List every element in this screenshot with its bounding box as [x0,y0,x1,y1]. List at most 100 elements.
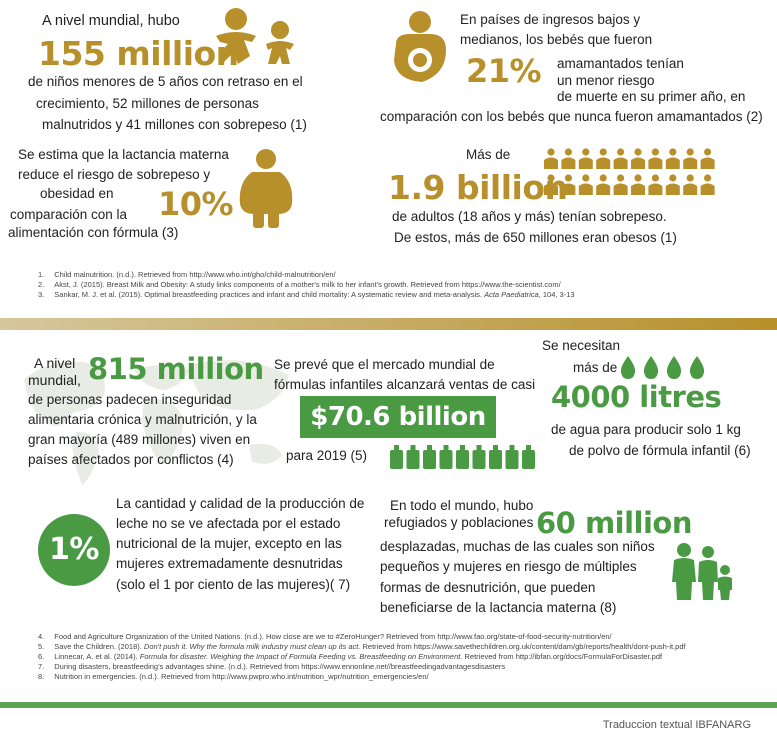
bottle-icon [456,445,469,469]
stat-text-line: un menor riesgo [557,73,655,88]
stat-text-line: En todo el mundo, hubo [390,498,534,513]
stat-text-line: países afectados por conflictos (4) [28,452,234,467]
stat-text-line: mujeres extremadamente desnutridas [116,556,343,571]
stat-text-line: refugiados y poblaciones [384,515,534,530]
references-bottom: 4. Food and Agriculture Organization of t… [38,632,768,682]
stat-text-line: pequeños y mujeres en riesgo de múltiple… [380,559,637,574]
reference-number: 4. [38,632,45,641]
stat-text-line: de adultos (18 años y más) tenían sobrep… [392,209,667,224]
reference-journal: Acta Paediatrica [484,290,539,299]
person-icon [665,174,680,195]
bottle-icon [472,445,486,469]
person-icon [596,174,611,195]
person-icon [700,148,715,169]
bottle-icon [390,445,403,469]
baby-bottle-icon [388,444,540,470]
person-icon [544,148,558,169]
stat-value-60-million: 60 million [536,506,693,540]
stat-text-line: de polvo de fórmula infantil (6) [569,443,751,458]
person-icon [648,148,663,169]
stat-text-line: Se prevé que el mercado mundial de [274,357,495,372]
person-icon [683,174,698,195]
stat-text-line: fórmulas infantiles alcanzará ventas de … [274,377,536,392]
person-icon [683,148,698,169]
bottle-icon [423,445,436,469]
family-icon [670,542,734,602]
reference-item: 6. Linnecar, A. et al. (2014). Formula fo… [38,652,768,662]
drop-icon [689,356,705,379]
stat-text-line: obesidad en [40,186,114,201]
stat-text-line: desplazadas, muchas de las cuales son ni… [380,539,655,554]
stat-text-line: malnutridos y 41 millones con sobrepeso … [42,117,307,132]
drop-icon [620,356,636,379]
baby-pair-icon [210,6,302,68]
bottle-icon [406,445,420,469]
drop-icon [666,356,682,379]
reference-text: Nutrition in emergencies. (n.d.). Retrie… [54,672,429,681]
reference-text-part: Save the Children. (2018). [54,642,144,651]
person-icon [561,174,576,195]
stat-text-line: alimentación con fórmula (3) [8,225,179,240]
percent-circle [38,514,110,586]
stat-text-line: De estos, más de 650 millones eran obeso… [394,230,677,245]
stat-text-line: formas de desnutrición, que pueden [380,580,596,595]
stat-text-line: gran mayoría (489 millones) viven en [28,432,251,447]
reference-text-part: , 104, 3-13 [538,290,575,299]
stat-text-line: de agua para producir solo 1 kg [551,422,741,437]
stat-text-line: para 2019 (5) [286,448,368,463]
reference-text-part: Sankar, M. J. et al. (2015). Optimal bre… [54,290,485,299]
person-icon [596,148,611,169]
reference-text: Linnecar, A. et al. (2014). Formula for … [54,652,662,662]
reference-number: 2. [38,280,45,289]
person-icon [561,148,576,169]
stat-value-1-percent: 1% [49,532,99,567]
stat-text-line: leche no se ve afectada por el estado [116,516,341,531]
person-icon [665,148,680,169]
stat-text-line: de personas padecen inseguridad [28,392,232,407]
stat-value-21-percent: 21% [466,52,542,90]
reference-number: 8. [38,672,45,681]
reference-number: 7. [38,662,45,671]
person-icon [631,148,645,169]
person-icon [613,148,628,169]
mother-baby-icon [388,10,452,88]
reference-text-part: Linnecar, A. et al. (2014). [54,652,140,661]
reference-number: 6. [38,652,45,661]
stat-text-line: nutricional de la mujer, excepto en las [116,536,342,551]
obese-person-icon [238,148,294,230]
reference-number: 5. [38,642,45,651]
stat-text-line: comparación con los bebés que nunca fuer… [380,109,763,124]
stat-text-line: La cantidad y calidad de la producción d… [116,496,365,511]
reference-text: Child malnutrition. (n.d.). Retrieved fr… [54,270,336,279]
world-map-icon [14,340,304,490]
reference-item: 2. Akst, J. (2015). Breast Milk and Obesi… [38,280,758,290]
person-icon [700,174,715,195]
stat-text-line: medianos, los bebés que fueron [460,32,653,47]
bottle-icon [439,445,453,469]
stat-text-line: En países de ingresos bajos y [460,12,641,27]
stat-value-70-6-billion: $70.6 billion [300,396,496,438]
translation-credit: Traduccion textual IBFANARG [602,719,751,731]
stat-intro: A nivel [34,355,76,371]
reference-number: 1. [38,270,45,279]
stat-text-line: de niños menores de 5 años con retraso e… [28,74,303,89]
stat-value-1-9-billion: 1.9 billion [388,168,568,207]
reference-text: Save the Children. (2018). Don't push it… [54,642,685,652]
bottle-icon [505,445,519,469]
reference-text: During disasters, breastfeeding's advant… [54,662,506,671]
stat-intro: mundial, [28,372,81,388]
reference-text: Akst, J. (2015). Breast Milk and Obesity… [54,280,561,289]
stat-text-line: comparación con la [10,207,128,222]
stat-text-line: de muerte en su primer año, en [557,89,746,104]
water-drop-icon [618,354,710,380]
reference-text: Food and Agriculture Organization of the… [54,632,612,641]
stat-text-line: alimentaria crónica y malnutrición, y la [28,412,257,427]
person-icon [648,174,663,195]
stat-text-line: beneficiarse de la lactancia materna (8) [380,600,617,615]
stat-text-line: crecimiento, 52 millones de personas [36,96,259,111]
reference-item: 3. Sankar, M. J. et al. (2015). Optimal b… [38,290,758,300]
reference-item: 7. During disasters, breastfeeding's adva… [38,662,768,672]
stat-value-155-million: 155 million [38,34,239,73]
stat-value-815-million: 815 million [88,352,264,386]
reference-number: 3. [38,290,45,299]
